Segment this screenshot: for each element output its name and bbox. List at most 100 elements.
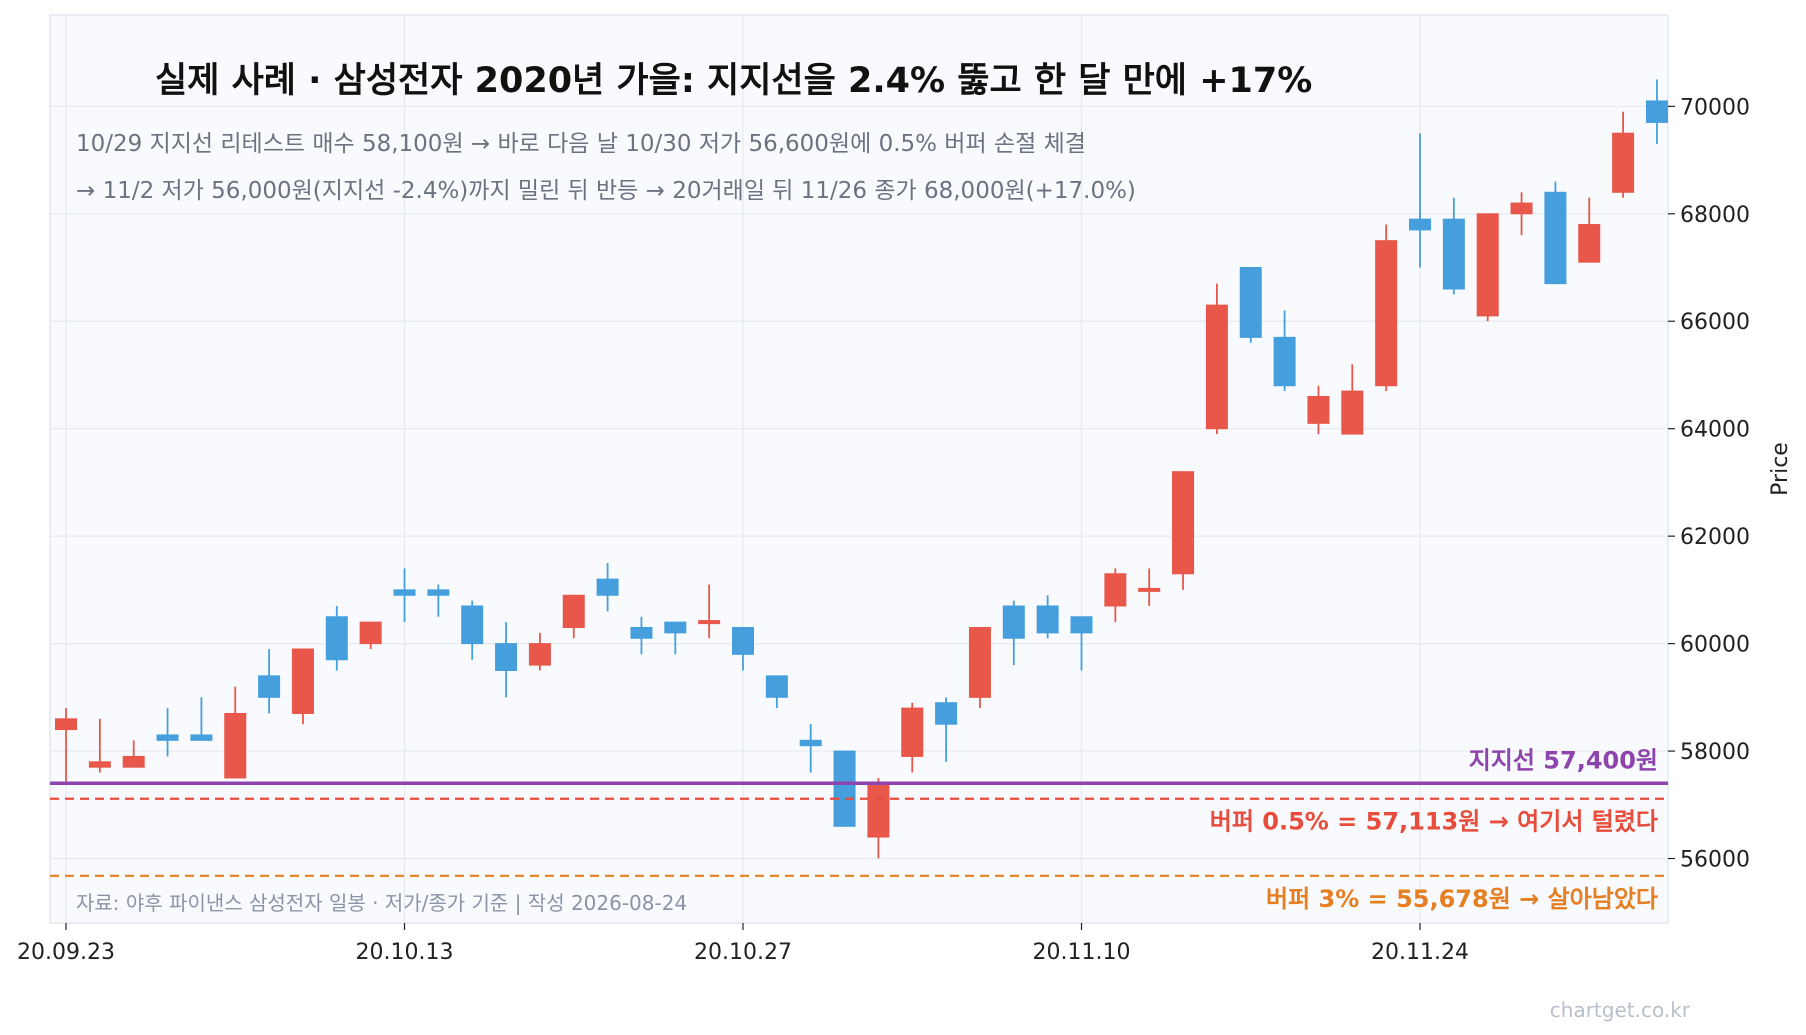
candle-body [1307,395,1330,424]
y-tick-label: 66000 [1680,310,1750,335]
candle-body [1612,132,1635,193]
candle-body [1104,573,1127,607]
x-tick-label: 20.11.10 [1033,940,1131,965]
candle-up [1612,111,1635,198]
y-tick-label: 68000 [1680,203,1750,228]
candles [55,79,1668,859]
x-tick-label: 20.10.13 [356,940,454,965]
candle-body [461,605,484,645]
candle-up [1375,224,1398,392]
candle-body [562,594,585,628]
source-note: 자료: 야후 파이낸스 삼성전자 일봉 · 저가/종가 기준 | 작성 2026… [76,891,687,915]
candle-body [291,648,314,714]
plot-area [49,14,1669,924]
candle-up [1578,197,1601,263]
candle-body [122,755,145,768]
reference-line-label: 버퍼 0.5% = 57,113원 → 여기서 털렸다 [1210,808,1658,836]
candle-down [393,568,416,623]
y-gridlines [50,105,1668,860]
candle-down [630,616,653,655]
candle-body [935,702,958,725]
candle-down [765,675,788,709]
candle-up [968,626,991,709]
candle-body [1375,240,1398,387]
candle-up [55,708,77,784]
candle-body [1036,605,1059,634]
y-tick-label: 64000 [1680,418,1750,443]
candle-body [1138,587,1161,592]
candle-body [224,712,247,779]
y-tick-label: 62000 [1680,525,1750,550]
candle-up [1138,568,1161,607]
reference-line-label: 지지선 57,400원 [1469,746,1658,774]
x-tick-label: 20.10.27 [694,940,792,965]
candle-body [393,589,416,596]
x-tick-label: 20.09.23 [17,940,115,965]
candle-body [1341,390,1364,435]
candle-body [359,621,382,645]
candle-up [122,740,145,768]
candle-body [427,589,450,596]
candle-body [325,616,348,661]
candle-up [1172,471,1195,590]
candle-body [1172,471,1195,575]
candle-down [1409,133,1431,268]
candle-body [495,643,518,671]
reference-lines [50,781,1668,877]
candle-down [427,584,450,617]
candle-down [156,708,179,757]
candle-body [258,675,281,698]
candle-down [258,648,281,714]
candle-down [799,724,822,773]
candle-body [867,782,890,838]
candle-body [664,621,687,634]
candle-down [596,563,619,612]
candle-up [528,632,551,671]
candle-body [698,620,721,625]
candle-body [799,739,822,747]
candle-down [1645,79,1668,144]
y-tick-label: 58000 [1680,740,1750,765]
candle-down [1442,197,1465,295]
candle-down [833,750,856,827]
candle-down [1002,600,1025,666]
candle-body [1476,213,1499,317]
candle-up [901,702,924,773]
candle-up [562,594,585,639]
candle-body [1544,191,1567,285]
candle-up [698,584,721,639]
candle-body [1273,336,1296,387]
candle-body [596,578,619,596]
candle-down [461,600,484,660]
candle-body [1442,218,1465,290]
candle-body [528,643,551,666]
candle-up [1205,283,1228,435]
candle-up [1104,568,1127,623]
candle-body [1239,267,1262,338]
y-axis-ticks: 56000 58000 60000 62000 64000 66000 68000 70000 [1668,95,1750,873]
candle-body [968,626,991,698]
candle-down [935,697,958,762]
candle-down [1070,616,1093,671]
candle-up [1510,192,1533,236]
candle-body [765,675,788,698]
candle-up [1307,385,1330,435]
candle-down [1273,310,1296,392]
chart-title: 실제 사례 · 삼성전자 2020년 가을: 지지선을 2.4% 뚫고 한 달 … [155,61,1312,101]
y-axis-label: Price [1768,442,1793,496]
candle-body [630,626,653,639]
candle-down [1036,595,1059,639]
candle-up [1341,364,1364,435]
candle-down [1239,267,1262,343]
candle-body [901,707,924,757]
candle-body [190,734,213,741]
candle-up [359,621,382,649]
candle-body [156,734,179,741]
candle-body [833,750,856,827]
candle-up [291,648,314,725]
candle-down [495,622,518,698]
reference-line-label: 버퍼 3% = 55,678원 → 살아남았다 [1266,885,1658,913]
candle-down [732,626,754,671]
